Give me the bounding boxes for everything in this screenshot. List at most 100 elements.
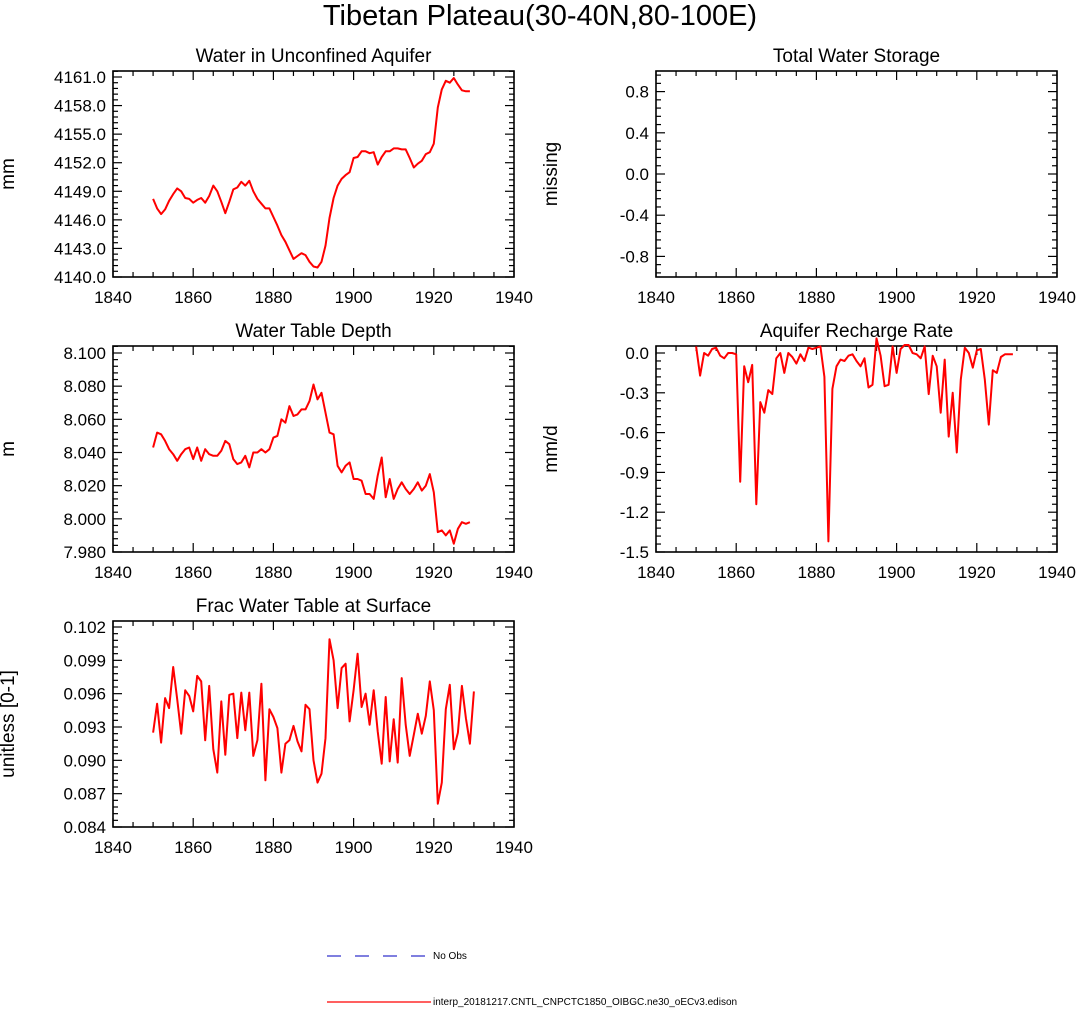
- y-tick-label: 8.060: [63, 410, 106, 429]
- series-line: [152, 638, 475, 805]
- x-tick-label: 1840: [94, 563, 132, 582]
- y-tick-label: 0.0: [625, 344, 649, 363]
- plot-frame: [655, 345, 1058, 553]
- plot-frame: [112, 345, 515, 553]
- y-tick-label: 0.096: [63, 685, 106, 704]
- y-tick-label: 0.4: [625, 124, 649, 143]
- figure-title: Tibetan Plateau(30-40N,80-100E): [323, 0, 757, 32]
- y-axis-label: missing: [541, 142, 562, 206]
- x-tick-label: 1880: [254, 563, 292, 582]
- y-tick-label: 4152.0: [54, 154, 106, 173]
- y-axis-label: mm/d: [541, 425, 562, 473]
- x-tick-label: 1860: [174, 563, 212, 582]
- plot-frame: [655, 70, 1058, 278]
- x-tick-label: 1940: [1038, 288, 1076, 307]
- chart-title: Water in Unconfined Aquifer: [196, 46, 433, 67]
- panels: Water in Unconfined Aquifer mm 1840 1860 188…: [0, 46, 1076, 857]
- plot-frame: [112, 70, 515, 278]
- x-tick-label: 1860: [717, 563, 755, 582]
- y-tick-label: 7.980: [63, 543, 106, 562]
- x-tick-label: 1920: [958, 288, 996, 307]
- x-tick-label: 1940: [495, 838, 533, 857]
- chart-panel-frac_water_table: Frac Water Table at Surface unitless [0-1…: [0, 596, 533, 857]
- y-tick-label: 4158.0: [54, 97, 106, 116]
- legend-label-model: interp_20181217.CNTL_CNPCTC1850_OIBGC.ne…: [433, 997, 737, 1008]
- y-tick-label: -0.6: [620, 424, 649, 443]
- y-tick-label: 4149.0: [54, 182, 106, 201]
- x-tick-label: 1900: [335, 288, 373, 307]
- x-tick-label: 1860: [174, 838, 212, 857]
- y-tick-label: -1.5: [620, 543, 649, 562]
- y-tick-label: 0.099: [63, 651, 106, 670]
- series-line: [695, 337, 1013, 543]
- legend: No Obs interp_20181217.CNTL_CNPCTC1850_O…: [327, 951, 737, 1008]
- x-tick-label: 1900: [878, 563, 916, 582]
- y-tick-label: -1.2: [620, 503, 649, 522]
- chart-panel-water_table_depth: Water Table Depth m 1840 1860 1880 1900 1920 19…: [0, 321, 533, 582]
- x-ticks: [655, 71, 1058, 277]
- y-tick-label: -0.3: [620, 384, 649, 403]
- x-tick-label: 1920: [415, 838, 453, 857]
- x-tick-label: 1880: [797, 288, 835, 307]
- y-tick-label: 0.102: [63, 618, 106, 637]
- y-axis-label: m: [0, 441, 19, 457]
- x-tick-label: 1920: [415, 563, 453, 582]
- x-tick-label: 1840: [94, 288, 132, 307]
- plot-frame: [112, 620, 515, 828]
- y-tick-label: -0.8: [620, 247, 649, 266]
- chart-title: Water Table Depth: [235, 321, 391, 342]
- y-ticks: [656, 74, 1057, 274]
- y-tick-label: 4143.0: [54, 239, 106, 258]
- y-axis-label: unitless [0-1]: [0, 670, 19, 778]
- y-tick-label: 8.020: [63, 477, 106, 496]
- y-tick-label: 4155.0: [54, 125, 106, 144]
- chart-panel-aquifer_recharge: Aquifer Recharge Rate mm/d 1840 1860 1880 190…: [541, 321, 1076, 582]
- legend-label-no-obs: No Obs: [433, 951, 467, 962]
- chart-title: Aquifer Recharge Rate: [760, 321, 953, 342]
- y-tick-label: 4161.0: [54, 68, 106, 87]
- x-tick-label: 1880: [254, 838, 292, 857]
- x-tick-label: 1900: [878, 288, 916, 307]
- y-tick-label: 8.080: [63, 377, 106, 396]
- y-ticks: [113, 626, 514, 828]
- x-tick-label: 1880: [254, 288, 292, 307]
- y-tick-label: 0.084: [63, 818, 106, 837]
- chart-title: Total Water Storage: [773, 46, 940, 67]
- y-tick-label: 4140.0: [54, 268, 106, 287]
- y-tick-label: -0.4: [620, 206, 649, 225]
- x-tick-label: 1920: [958, 563, 996, 582]
- x-ticks: [112, 621, 515, 827]
- y-tick-label: 0.090: [63, 751, 106, 770]
- y-ticks: [113, 345, 514, 553]
- y-tick-label: 0.087: [63, 785, 106, 804]
- y-axis-label: mm: [0, 158, 19, 190]
- x-tick-label: 1940: [1038, 563, 1076, 582]
- y-ticks: [656, 352, 1057, 553]
- y-tick-label: 0.8: [625, 83, 649, 102]
- x-tick-label: 1840: [94, 838, 132, 857]
- series-line: [152, 77, 470, 269]
- y-tick-label: 0.093: [63, 718, 106, 737]
- y-ticks: [113, 70, 514, 278]
- chart-panel-total_water_storage: Total Water Storage missing 1840 1860 1880 19…: [541, 46, 1076, 307]
- y-tick-label: 8.100: [63, 344, 106, 363]
- x-ticks: [112, 346, 515, 552]
- chart-panel-aquifer_water: Water in Unconfined Aquifer mm 1840 1860 188…: [0, 46, 533, 307]
- chart-title: Frac Water Table at Surface: [196, 596, 432, 617]
- x-tick-label: 1880: [797, 563, 835, 582]
- x-tick-label: 1940: [495, 563, 533, 582]
- x-tick-label: 1860: [174, 288, 212, 307]
- x-tick-label: 1860: [717, 288, 755, 307]
- y-tick-label: -0.9: [620, 463, 649, 482]
- x-tick-label: 1940: [495, 288, 533, 307]
- x-tick-label: 1840: [637, 563, 675, 582]
- x-tick-label: 1920: [415, 288, 453, 307]
- x-tick-label: 1900: [335, 563, 373, 582]
- series-line: [152, 383, 471, 545]
- x-tick-label: 1840: [637, 288, 675, 307]
- x-ticks: [112, 71, 515, 277]
- y-tick-label: 4146.0: [54, 211, 106, 230]
- y-tick-label: 0.0: [625, 165, 649, 184]
- x-tick-label: 1900: [335, 838, 373, 857]
